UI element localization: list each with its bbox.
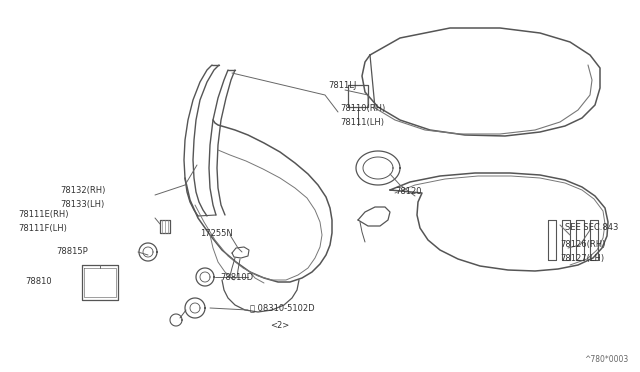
Text: 78133(LH): 78133(LH) — [60, 199, 104, 208]
Text: 78120: 78120 — [395, 187, 422, 196]
Text: 78132(RH): 78132(RH) — [60, 186, 106, 195]
Text: SEE SEC.843: SEE SEC.843 — [565, 224, 618, 232]
Text: 78111(LH): 78111(LH) — [340, 118, 384, 126]
Text: 78810D: 78810D — [220, 273, 253, 282]
Text: 17255N: 17255N — [200, 228, 233, 237]
Text: Ⓑ 08310-5102D: Ⓑ 08310-5102D — [250, 304, 315, 312]
Text: 78111F(LH): 78111F(LH) — [18, 224, 67, 234]
Text: <2>: <2> — [270, 321, 289, 330]
Text: 78126(RH): 78126(RH) — [560, 241, 605, 250]
Text: 78815P: 78815P — [56, 247, 88, 257]
Text: 78110(RH): 78110(RH) — [340, 103, 385, 112]
Text: 78810: 78810 — [25, 278, 52, 286]
Text: 78111E(RH): 78111E(RH) — [18, 211, 68, 219]
Text: 78127(LH): 78127(LH) — [560, 254, 604, 263]
Text: 7811LJ: 7811LJ — [328, 80, 356, 90]
Text: ^780*0003: ^780*0003 — [584, 355, 628, 364]
